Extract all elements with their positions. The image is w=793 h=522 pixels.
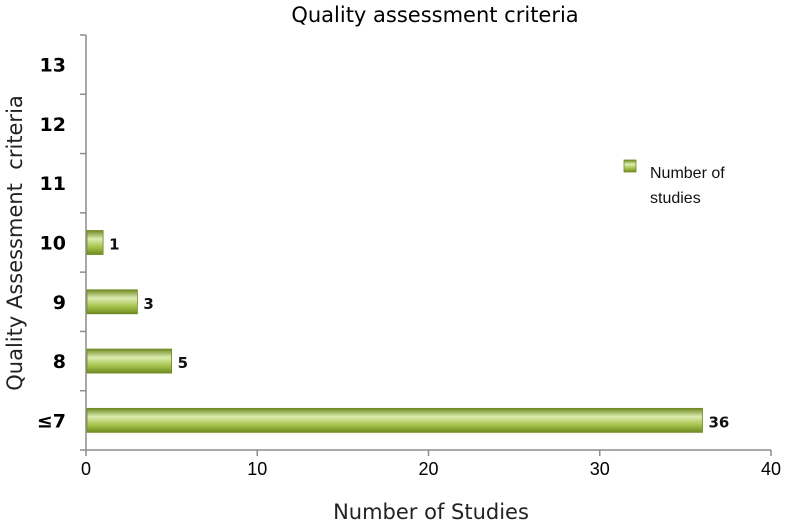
x-tick-label: 30	[590, 459, 610, 479]
x-tick-label: 0	[81, 459, 91, 479]
y-tick-label: 13	[40, 55, 66, 77]
legend-label: Number of	[650, 165, 725, 182]
bar	[86, 289, 138, 315]
chart-title: Quality assessment criteria	[291, 3, 578, 27]
x-tick-label: 40	[761, 459, 781, 479]
x-axis-title: Number of Studies	[333, 500, 529, 522]
bar	[86, 230, 104, 255]
bar	[86, 407, 703, 433]
legend: Number of studies	[623, 159, 725, 207]
data-label: 5	[178, 354, 188, 372]
data-label: 36	[709, 413, 730, 431]
data-label: 3	[143, 295, 153, 313]
axes	[80, 34, 772, 456]
y-tick-label: ≤7	[37, 410, 66, 432]
data-labels: 36 5 3 1	[109, 236, 729, 432]
legend-label: studies	[650, 190, 701, 207]
y-tick-label: 10	[40, 233, 66, 255]
y-tick-label: 12	[40, 114, 66, 136]
bar	[86, 348, 173, 374]
y-tick-label: 11	[40, 173, 66, 195]
x-tick-label: 10	[247, 459, 267, 479]
y-tick-label: 9	[53, 292, 66, 314]
data-label: 1	[109, 236, 119, 254]
legend-swatch	[623, 159, 637, 173]
x-tick-label: 20	[418, 459, 438, 479]
y-tick-label: 8	[53, 351, 66, 373]
bars	[86, 230, 703, 433]
y-axis-title: Quality Assessment criteria	[3, 95, 27, 391]
